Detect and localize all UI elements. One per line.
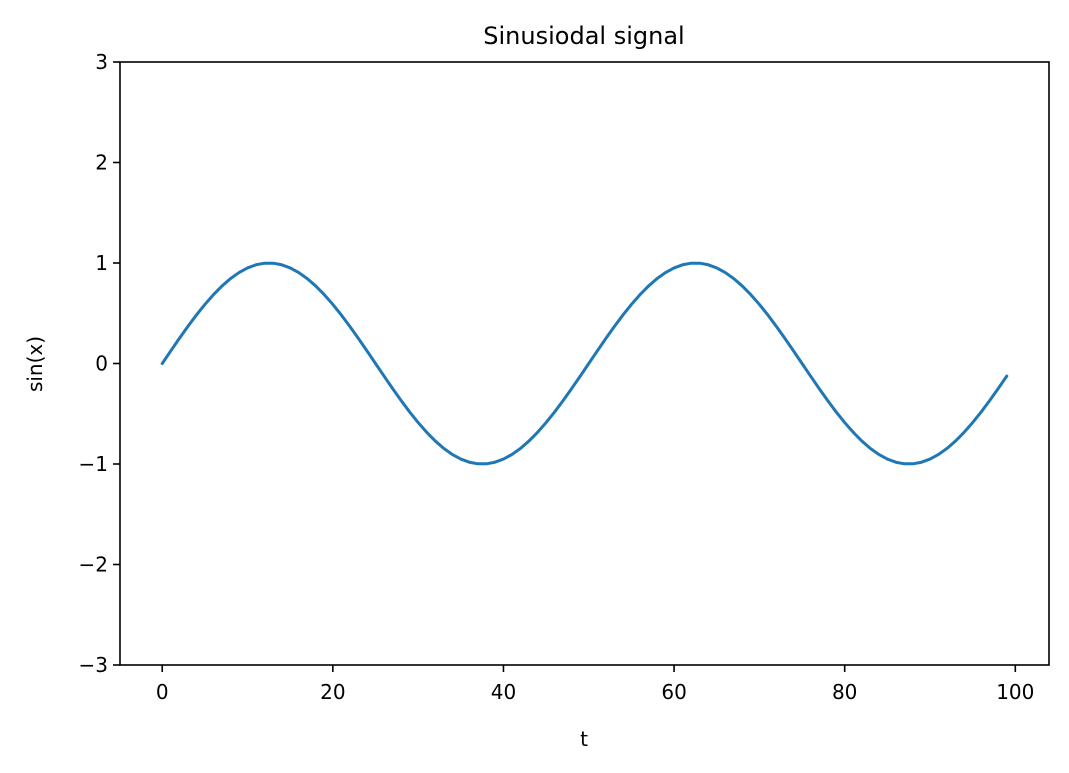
x-tick-label: 40 (491, 680, 516, 704)
chart-title: Sinusiodal signal (483, 22, 684, 50)
y-tick-label: −3 (79, 653, 108, 677)
y-axis-label: sin(x) (23, 336, 47, 392)
y-tick-label: 1 (95, 251, 108, 275)
x-axis-ticks: 0 20 40 60 80 100 (156, 665, 1034, 704)
y-tick-label: 2 (95, 151, 108, 175)
x-tick-label: 80 (832, 680, 857, 704)
y-tick-label: 3 (95, 50, 108, 74)
x-axis-label: t (580, 727, 588, 751)
x-tick-label: 20 (320, 680, 345, 704)
plot-area-frame (119, 61, 1050, 666)
x-tick-label: 0 (156, 680, 169, 704)
y-tick-label: −2 (79, 553, 108, 577)
series-line-sin (160, 261, 1009, 466)
y-tick-label: 0 (95, 352, 108, 376)
y-tick-label: −1 (79, 452, 108, 476)
x-tick-label: 60 (661, 680, 686, 704)
x-tick-label: 100 (996, 680, 1034, 704)
y-axis-ticks: −3 −2 −1 0 1 2 3 (79, 50, 120, 677)
